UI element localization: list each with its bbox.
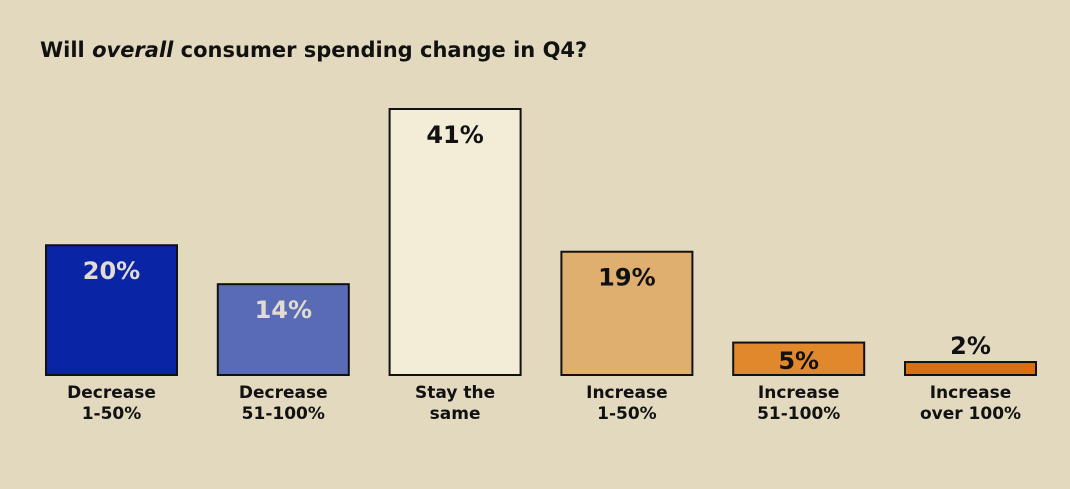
category-label-2-line-1: same <box>430 404 481 424</box>
bar-2 <box>388 108 522 376</box>
category-label-5-line-0: Increase <box>930 383 1012 403</box>
chart-title: Will overall consumer spending change in… <box>40 38 587 62</box>
title-text-after: consumer spending change in Q4? <box>173 38 588 62</box>
bar-value-label-3: 19% <box>598 264 655 292</box>
category-label-3-line-0: Increase <box>586 383 668 403</box>
bar-value-label-4: 5% <box>778 347 819 375</box>
bar-value-label-0: 20% <box>83 257 140 285</box>
category-label-3-line-1: 1-50% <box>597 404 657 424</box>
category-label-4-line-1: 51-100% <box>757 404 840 424</box>
bar-value-label-5: 2% <box>950 332 991 360</box>
bar-3 <box>560 250 694 376</box>
bar-1 <box>216 283 350 377</box>
category-label-2-line-0: Stay the <box>415 383 495 403</box>
category-label-4-line-0: Increase <box>758 383 840 403</box>
bar-value-label-1: 14% <box>255 296 312 324</box>
title-text-before: Will <box>40 38 93 62</box>
bar-4 <box>732 341 866 376</box>
bar-5 <box>904 361 1037 376</box>
bar-value-label-2: 41% <box>426 121 483 149</box>
category-label-1-line-1: 51-100% <box>242 404 325 424</box>
category-label-0-line-1: 1-50% <box>82 404 142 424</box>
category-label-1-line-0: Decrease <box>239 383 328 403</box>
category-label-5-line-1: over 100% <box>920 404 1021 424</box>
title-emphasis: overall <box>92 38 174 62</box>
bar-0 <box>45 244 178 376</box>
category-label-0-line-0: Decrease <box>67 383 156 403</box>
